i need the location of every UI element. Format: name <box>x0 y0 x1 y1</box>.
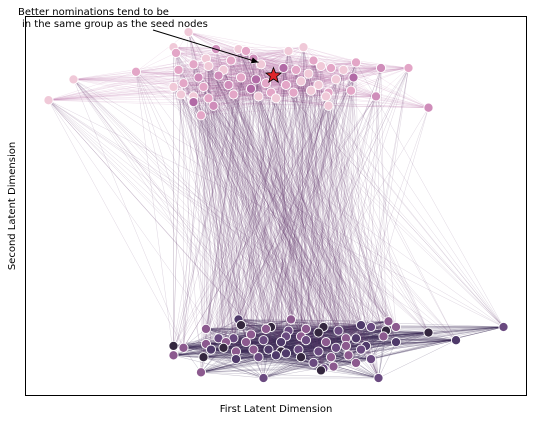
node-top-group <box>304 69 313 78</box>
node-bottom-group <box>231 355 240 364</box>
node-bottom-group <box>379 332 388 341</box>
node-top-group <box>171 48 180 57</box>
node-top-group <box>209 101 218 110</box>
node-top-group <box>224 80 233 89</box>
node-top-group <box>251 75 260 84</box>
node-top-group <box>351 58 360 67</box>
node-bottom-group <box>179 343 188 352</box>
node-bottom-group <box>329 362 338 371</box>
node-bottom-group <box>451 336 460 345</box>
node-bottom-group <box>351 358 360 367</box>
y-axis-label: Second Latent Dimension <box>7 142 18 270</box>
node-top-group <box>131 67 140 76</box>
node-top-group <box>376 63 385 72</box>
node-bottom-group <box>391 338 400 347</box>
node-top-group <box>284 46 293 55</box>
node-bottom-group <box>316 366 325 375</box>
node-top-group <box>254 92 263 101</box>
node-top-group <box>241 46 250 55</box>
node-bottom-group <box>314 328 323 337</box>
node-top-group <box>291 65 300 74</box>
node-top-group <box>256 60 265 69</box>
node-bottom-group <box>261 324 270 333</box>
node-bottom-group <box>499 322 508 331</box>
node-top-group <box>174 65 183 74</box>
annotation-text-line-1: Better nominations tend to be <box>18 7 169 18</box>
node-bottom-group <box>259 336 268 345</box>
node-bottom-group <box>366 322 375 331</box>
node-top-group <box>289 88 298 97</box>
node-top-group <box>196 111 205 120</box>
node-top-group <box>331 75 340 84</box>
node-top-group <box>69 75 78 84</box>
node-bottom-group <box>391 322 400 331</box>
node-bottom-group <box>201 324 210 333</box>
node-top-group <box>281 80 290 89</box>
node-top-group <box>324 101 333 110</box>
node-top-group <box>204 62 213 71</box>
node-top-group <box>306 86 315 95</box>
node-top-group <box>296 77 305 86</box>
node-bottom-group <box>351 334 360 343</box>
node-top-group <box>271 94 280 103</box>
node-bottom-group <box>169 341 178 350</box>
node-top-group <box>404 63 413 72</box>
network-edges <box>49 32 504 378</box>
node-top-group <box>226 56 235 65</box>
node-top-group <box>194 73 203 82</box>
node-bottom-group <box>236 321 245 330</box>
node-bottom-group <box>296 353 305 362</box>
node-top-group <box>424 103 433 112</box>
node-top-group <box>279 63 288 72</box>
node-bottom-group <box>326 353 335 362</box>
node-top-group <box>44 96 53 105</box>
node-bottom-group <box>259 373 268 382</box>
node-top-group <box>339 65 348 74</box>
node-top-group <box>246 84 255 93</box>
node-bottom-group <box>169 351 178 360</box>
node-bottom-group <box>341 341 350 350</box>
node-bottom-group <box>281 349 290 358</box>
node-top-group <box>169 82 178 91</box>
node-bottom-group <box>331 343 340 352</box>
node-bottom-group <box>309 358 318 367</box>
node-top-group <box>189 60 198 69</box>
node-top-group <box>326 63 335 72</box>
node-bottom-group <box>374 373 383 382</box>
node-bottom-group <box>366 355 375 364</box>
node-bottom-group <box>356 345 365 354</box>
node-top-group <box>189 98 198 107</box>
node-bottom-group <box>356 321 365 330</box>
node-bottom-group <box>206 345 215 354</box>
node-bottom-group <box>301 336 310 345</box>
node-bottom-group <box>219 343 228 352</box>
node-bottom-group <box>321 338 330 347</box>
node-bottom-group <box>196 368 205 377</box>
x-axis-label: First Latent Dimension <box>220 404 333 415</box>
annotation-text-line-2: in the same group as the seed nodes <box>22 19 208 30</box>
node-bottom-group <box>286 315 295 324</box>
node-top-group <box>199 82 208 91</box>
node-top-group <box>321 92 330 101</box>
node-top-group <box>236 73 245 82</box>
node-top-group <box>214 71 223 80</box>
node-top-group <box>349 73 358 82</box>
node-bottom-group <box>334 326 343 335</box>
node-top-group <box>179 79 188 88</box>
node-bottom-group <box>241 338 250 347</box>
node-top-group <box>299 43 308 52</box>
node-bottom-group <box>271 351 280 360</box>
node-top-group <box>176 90 185 99</box>
node-bottom-group <box>344 351 353 360</box>
node-top-group <box>316 62 325 71</box>
node-bottom-group <box>199 353 208 362</box>
node-top-group <box>371 92 380 101</box>
node-bottom-group <box>276 338 285 347</box>
node-top-group <box>229 90 238 99</box>
node-bottom-group <box>314 347 323 356</box>
node-top-group <box>346 86 355 95</box>
node-bottom-group <box>254 353 263 362</box>
node-bottom-group <box>424 328 433 337</box>
